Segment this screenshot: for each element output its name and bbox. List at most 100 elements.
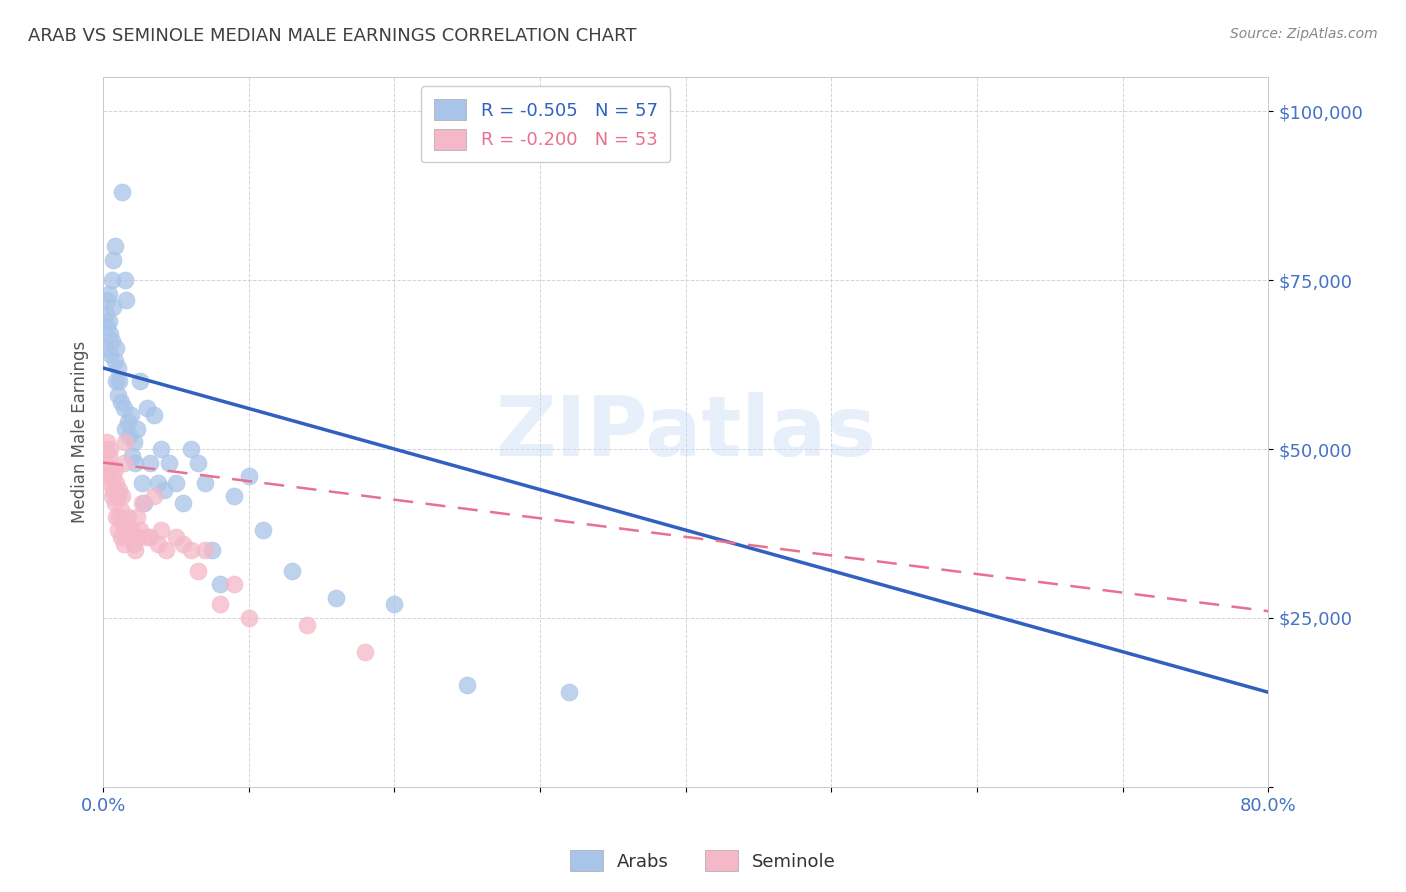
Point [118, 428, 141, 442]
Point [150, 442, 173, 456]
Point [93, 442, 115, 456]
Point [121, 449, 143, 463]
Point [122, 536, 145, 550]
Point [110, 394, 132, 409]
Point [165, 530, 187, 544]
Point [135, 401, 157, 416]
Point [132, 496, 155, 510]
Legend: Arabs, Seminole: Arabs, Seminole [562, 843, 844, 879]
Point [100, 475, 122, 490]
Point [115, 293, 138, 308]
Point [354, 645, 377, 659]
Point [114, 422, 136, 436]
Point [105, 475, 128, 490]
Point [114, 273, 136, 287]
Point [107, 523, 129, 537]
Point [118, 530, 141, 544]
Point [153, 483, 176, 497]
Point [131, 475, 153, 490]
Point [384, 598, 406, 612]
Point [325, 591, 347, 605]
Point [117, 415, 139, 429]
Point [148, 475, 170, 490]
Point [94, 307, 117, 321]
Point [97, 286, 120, 301]
Text: ARAB VS SEMINOLE MEDIAN MALE EARNINGS CORRELATION CHART: ARAB VS SEMINOLE MEDIAN MALE EARNINGS CO… [28, 27, 637, 45]
Point [105, 341, 128, 355]
Point [110, 503, 132, 517]
Point [100, 442, 122, 456]
Point [148, 536, 170, 550]
Point [94, 456, 117, 470]
Point [100, 347, 122, 361]
Point [110, 530, 132, 544]
Point [105, 509, 128, 524]
Point [107, 388, 129, 402]
Point [224, 489, 246, 503]
Point [108, 375, 131, 389]
Point [93, 341, 115, 355]
Point [111, 489, 134, 503]
Point [100, 327, 122, 342]
Point [558, 685, 581, 699]
Point [128, 375, 150, 389]
Point [124, 456, 146, 470]
Point [112, 456, 135, 470]
Point [96, 293, 118, 308]
Text: Source: ZipAtlas.com: Source: ZipAtlas.com [1230, 27, 1378, 41]
Point [101, 334, 124, 348]
Point [143, 409, 166, 423]
Point [101, 489, 124, 503]
Point [138, 530, 160, 544]
Point [108, 509, 131, 524]
Point [112, 401, 135, 416]
Point [155, 543, 177, 558]
Point [172, 536, 194, 550]
Point [150, 523, 173, 537]
Point [120, 523, 142, 537]
Point [104, 462, 127, 476]
Point [120, 409, 142, 423]
Point [124, 543, 146, 558]
Point [135, 530, 157, 544]
Point [97, 313, 120, 327]
Point [104, 239, 127, 253]
Point [208, 598, 231, 612]
Point [238, 469, 260, 483]
Point [103, 252, 125, 267]
Point [165, 475, 187, 490]
Point [121, 530, 143, 544]
Point [103, 469, 125, 483]
Y-axis label: Median Male Earnings: Median Male Earnings [72, 341, 89, 524]
Point [104, 354, 127, 368]
Point [201, 543, 224, 558]
Point [295, 617, 318, 632]
Point [97, 449, 120, 463]
Point [108, 483, 131, 497]
Point [456, 678, 478, 692]
Point [103, 300, 125, 314]
Point [127, 530, 149, 544]
Point [157, 456, 180, 470]
Point [101, 273, 124, 287]
Point [131, 496, 153, 510]
Point [238, 611, 260, 625]
Point [194, 543, 217, 558]
Point [96, 435, 118, 450]
Point [122, 435, 145, 450]
Point [96, 320, 118, 334]
Text: ZIPatlas: ZIPatlas [495, 392, 876, 473]
Point [125, 422, 148, 436]
Point [224, 577, 246, 591]
Point [107, 361, 129, 376]
Legend: R = -0.505   N = 57, R = -0.200   N = 53: R = -0.505 N = 57, R = -0.200 N = 53 [422, 87, 671, 162]
Point [128, 523, 150, 537]
Point [187, 456, 209, 470]
Point [180, 442, 202, 456]
Point [96, 469, 118, 483]
Point [180, 543, 202, 558]
Point [125, 509, 148, 524]
Point [103, 483, 125, 497]
Point [97, 462, 120, 476]
Point [281, 564, 304, 578]
